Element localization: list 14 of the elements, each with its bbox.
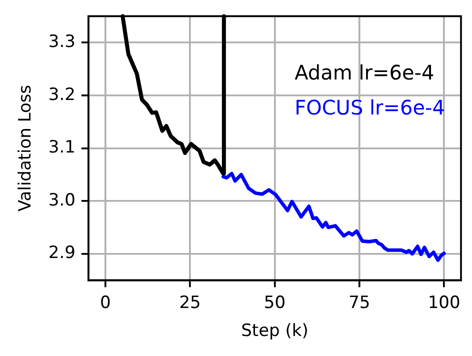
text: Adam lr=6e-4 xyxy=(294,60,434,84)
x-tick-label: 25 xyxy=(179,292,201,313)
y-tick-label: 3.0 xyxy=(48,190,76,210)
text: FOCUS lr=6e-4 xyxy=(294,95,446,120)
y-axis-title: Validation Loss xyxy=(16,84,36,212)
x-tick-label: 100 xyxy=(428,292,460,313)
y-tick-label: 3.3 xyxy=(48,32,76,52)
y-tick-label: 3.1 xyxy=(48,138,76,158)
x-axis-title: Step (k) xyxy=(241,321,308,342)
x-tick-label: 0 xyxy=(100,292,111,313)
x-tick-label: 50 xyxy=(264,292,286,313)
x-tick-label: 75 xyxy=(348,292,370,313)
y-tick-label: 2.9 xyxy=(48,243,76,264)
y-tick-label: 3.2 xyxy=(48,84,76,105)
